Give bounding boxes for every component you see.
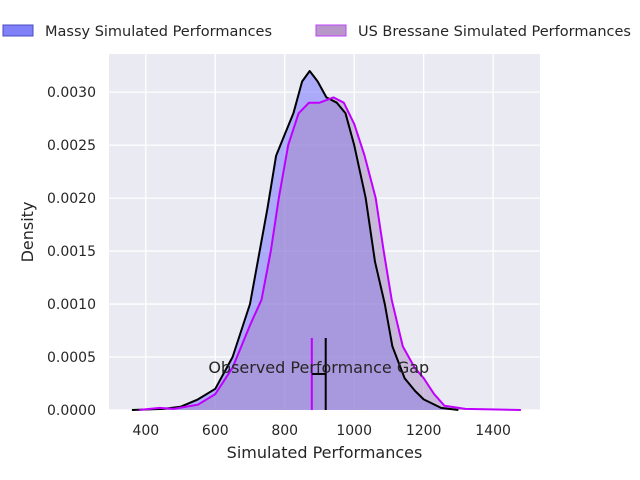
- legend: Massy Simulated Performances US Bressane…: [2, 24, 631, 40]
- density-line-massy: [131, 70, 459, 411]
- y-tick-label: 0.0025: [47, 138, 96, 154]
- density-fills: [131, 71, 521, 411]
- legend-swatch-bressane: [315, 24, 347, 37]
- x-tick-label: 800: [271, 423, 298, 439]
- y-tick-label: 0.0005: [47, 350, 96, 366]
- x-ticks: 400 600 800 1000 1200 1400: [132, 423, 510, 439]
- density-line-bressane: [138, 96, 521, 411]
- x-tick-label: 1400: [475, 423, 511, 439]
- x-axis-label: Simulated Performances: [227, 443, 423, 462]
- x-tick-label: 1200: [406, 423, 442, 439]
- x-tick-label: 1000: [336, 423, 372, 439]
- legend-swatch-massy: [2, 24, 34, 37]
- legend-label-massy: Massy Simulated Performances: [45, 24, 272, 40]
- gap-annotation-label: Observed Performance Gap: [208, 358, 429, 377]
- density-lines: [131, 70, 521, 411]
- y-axis-label: Density: [18, 202, 37, 263]
- x-tick-label: 600: [202, 423, 229, 439]
- y-tick-label: 0.0020: [47, 191, 96, 207]
- gap-annotation: Observed Performance Gap: [208, 337, 429, 410]
- y-tick-label: 0.0015: [47, 244, 96, 260]
- density-fill-bressane: [138, 97, 521, 411]
- y-tick-label: 0.0030: [47, 85, 96, 101]
- y-tick-label: 0.0010: [47, 297, 96, 313]
- y-ticks: 0.0000 0.0005 0.0010 0.0015 0.0020 0.0025 0.00…: [47, 85, 96, 419]
- x-tick-label: 400: [132, 423, 159, 439]
- legend-label-bressane: US Bressane Simulated Performances: [358, 24, 631, 40]
- y-tick-label: 0.0000: [47, 403, 96, 419]
